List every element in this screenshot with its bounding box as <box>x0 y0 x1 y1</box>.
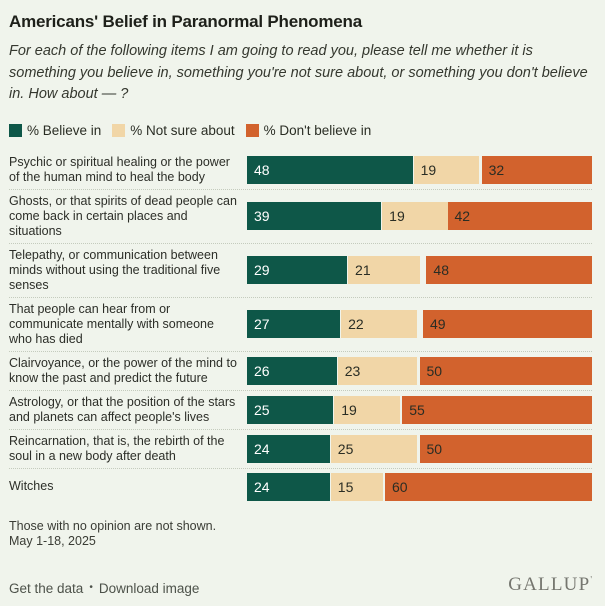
bar-segment-dont-believe: 60 <box>385 472 592 501</box>
row-label: Psychic or spiritual healing or the powe… <box>9 154 230 184</box>
bar-segment-not-sure: 25 <box>330 434 418 463</box>
bar-segment-dont-believe: 50 <box>419 434 592 463</box>
bar-segment-dont-believe: 49 <box>422 310 592 338</box>
chart-row: Ghosts, or that spirits of dead people c… <box>9 190 592 244</box>
bar-segment-not-sure: 23 <box>337 356 418 385</box>
bar-value-label: 25 <box>254 401 270 418</box>
legend-item-dont-believe: % Don't believe in <box>245 122 372 138</box>
bar-segment-not-sure: 15 <box>330 472 383 501</box>
row-label: Reincarnation, that is, the rebirth of t… <box>9 433 225 463</box>
bar-value-label: 32 <box>488 161 505 178</box>
bar-value-label: 19 <box>389 208 405 224</box>
bar-group: 25 19 55 <box>247 395 592 424</box>
chart-title: Americans' Belief in Paranormal Phenomen… <box>9 12 362 31</box>
trademark-mark: ' <box>590 574 592 585</box>
bar-value-label: 27 <box>254 316 270 332</box>
bar-segment-not-sure: 19 <box>334 395 400 424</box>
bar-chart: Psychic or spiritual healing or the powe… <box>9 151 592 505</box>
legend-swatch-dont-believe <box>245 123 259 137</box>
legend-label: % Not sure about <box>130 122 235 138</box>
chart-row: Astrology, or that the position of the s… <box>9 391 592 430</box>
row-label: Clairvoyance, or the power of the mind t… <box>9 355 237 385</box>
bar-segment-dont-believe: 50 <box>419 356 592 385</box>
chart-row: Reincarnation, that is, the rebirth of t… <box>9 430 592 469</box>
bar-segment-not-sure: 19 <box>382 202 448 230</box>
bar-segment-not-sure: 22 <box>341 310 418 338</box>
bar-value-label: 60 <box>392 478 408 495</box>
link-separator: • <box>89 582 93 593</box>
bar-group: 39 19 42 <box>247 202 592 230</box>
bar-group: 26 23 50 <box>247 356 592 385</box>
bar-segment-dont-believe: 48 <box>426 256 592 284</box>
bar-value-label: 24 <box>254 478 270 495</box>
chart-row: Witches 24 15 60 <box>9 469 592 505</box>
bar-segment-believe: 29 <box>247 256 348 284</box>
download-image-link[interactable]: Download image <box>98 580 200 596</box>
bar-value-label: 23 <box>344 362 361 379</box>
footer-links: Get the data • Download image <box>9 581 199 596</box>
legend-swatch-not-sure <box>112 123 126 137</box>
footer: Get the data • Download image GALLUP' <box>9 574 592 596</box>
row-label: Witches <box>9 479 54 493</box>
get-the-data-link[interactable]: Get the data <box>9 580 84 596</box>
row-label: Telepathy, or communication between mind… <box>9 247 221 292</box>
bar-segment-believe: 27 <box>247 310 341 338</box>
bar-segment-believe: 39 <box>247 202 382 230</box>
bar-value-label: 29 <box>254 262 270 278</box>
bar-value-label: 48 <box>254 161 270 178</box>
chart-row: That people can hear from or communicate… <box>9 298 592 352</box>
legend-item-not-sure: % Not sure about <box>112 122 235 138</box>
bar-value-label: 39 <box>254 208 270 224</box>
legend-swatch-believe <box>9 123 22 137</box>
bar-group: 27 22 49 <box>247 310 592 338</box>
bar-segment-dont-believe: 55 <box>402 395 592 424</box>
bar-value-label: 50 <box>426 440 443 457</box>
bar-segment-believe: 26 <box>247 356 337 385</box>
footnote-date: May 1-18, 2025 <box>9 534 96 548</box>
chart-row: Telepathy, or communication between mind… <box>9 244 592 298</box>
bar-value-label: 22 <box>348 316 364 332</box>
bar-value-label: 50 <box>426 362 443 379</box>
bar-group: 24 15 60 <box>247 472 592 501</box>
bar-segment-believe: 25 <box>247 395 334 424</box>
chart-row: Psychic or spiritual healing or the powe… <box>9 151 592 190</box>
bar-value-label: 48 <box>433 262 449 278</box>
bar-value-label: 21 <box>355 262 371 278</box>
footnote-no-opinion: Those with no opinion are not shown. <box>9 518 217 533</box>
bar-value-label: 15 <box>337 478 354 495</box>
bar-segment-believe: 24 <box>247 434 330 463</box>
legend-label: % Believe in <box>27 122 102 138</box>
bar-segment-believe: 48 <box>247 155 413 184</box>
bar-group: 48 19 32 <box>247 155 592 184</box>
bar-value-label: 25 <box>337 440 354 457</box>
bar-value-label: 55 <box>409 401 425 418</box>
bar-segment-dont-believe: 32 <box>481 155 592 184</box>
row-label: Ghosts, or that spirits of dead people c… <box>9 193 237 238</box>
bar-group: 29 21 48 <box>247 256 592 284</box>
footnote: Those with no opinion are not shown. May… <box>9 519 592 550</box>
legend: % Believe in % Not sure about % Don't beli… <box>9 123 592 138</box>
bar-value-label: 42 <box>454 208 471 224</box>
chart-subtitle: For each of the following items I am goi… <box>9 43 588 102</box>
row-label: That people can hear from or communicate… <box>9 301 214 346</box>
bar-value-label: 19 <box>341 401 357 418</box>
bar-segment-not-sure: 19 <box>413 155 480 184</box>
bar-group: 24 25 50 <box>247 434 592 463</box>
bar-segment-not-sure: 21 <box>348 256 421 284</box>
legend-item-believe: % Believe in <box>9 123 101 138</box>
bar-segment-believe: 24 <box>247 472 330 501</box>
bar-value-label: 49 <box>429 316 446 332</box>
bar-segment-dont-believe: 42 <box>447 202 592 230</box>
bar-value-label: 26 <box>254 362 270 379</box>
bar-value-label: 19 <box>420 161 437 178</box>
gallup-logo: GALLUP' <box>508 573 592 595</box>
legend-label: % Don't believe in <box>263 122 372 138</box>
chart-row: Clairvoyance, or the power of the mind t… <box>9 352 592 391</box>
row-label: Astrology, or that the position of the s… <box>9 394 236 424</box>
bar-value-label: 24 <box>254 440 270 457</box>
